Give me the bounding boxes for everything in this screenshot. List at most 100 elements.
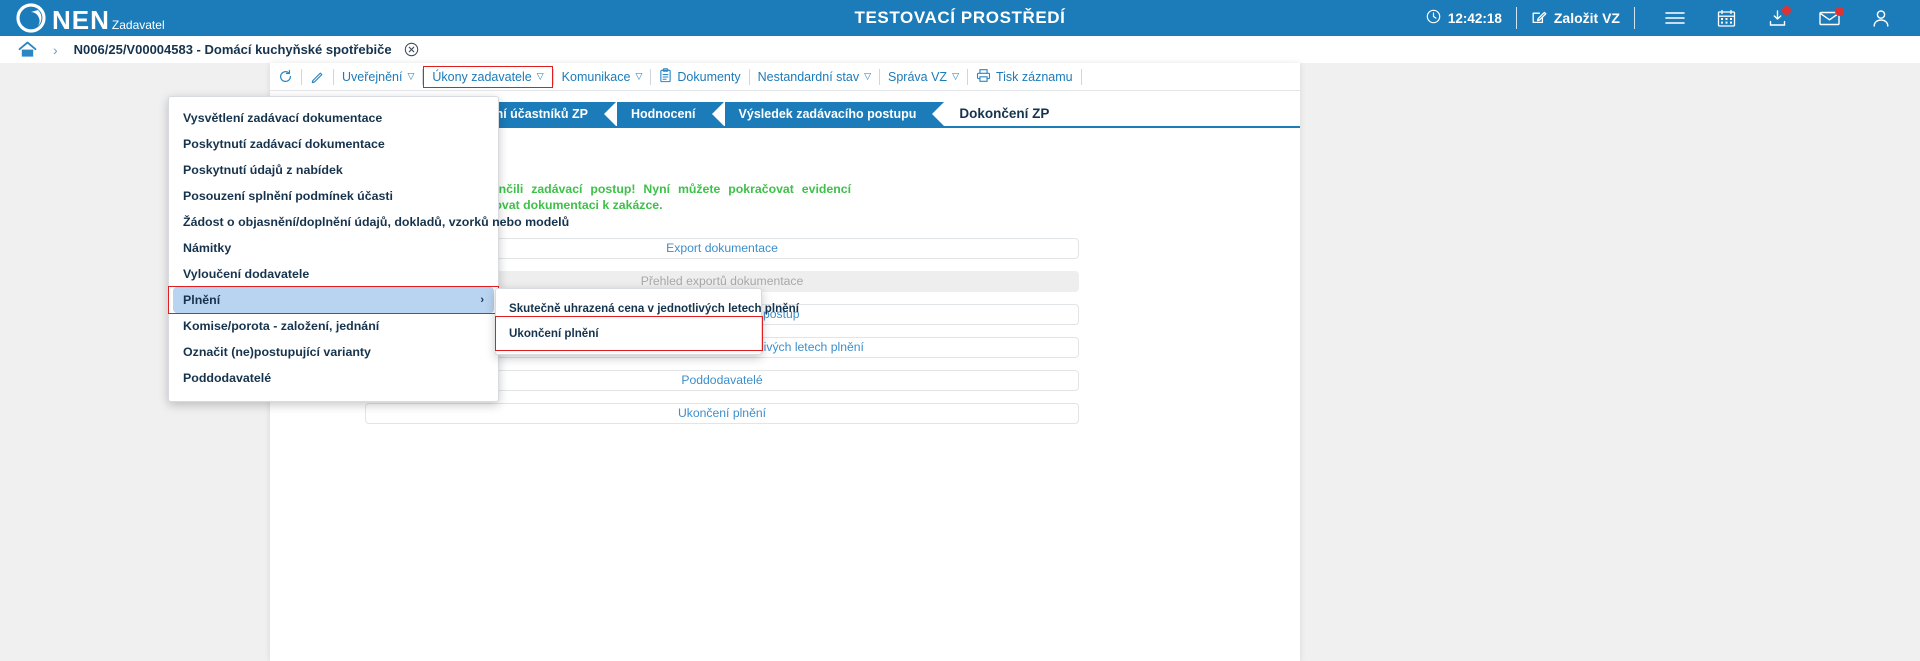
create-vz-button[interactable]: Založit VZ — [1531, 9, 1620, 28]
chevron-down-icon-sprava: ▽ — [952, 71, 959, 81]
chevron-down-icon-komunikace: ▽ — [635, 71, 643, 81]
toolbar-divider-3 — [422, 68, 424, 85]
tab-underline — [292, 126, 1300, 128]
menu-label-8: Komise/porota - založení, jednání — [183, 319, 380, 333]
submenu-item-ukonceni-plneni[interactable]: Ukončení plnění — [496, 321, 761, 346]
tab-vysledek-zadavaciho-postupu[interactable]: Výsledek zadávacího postupu — [724, 102, 945, 126]
create-vz-label: Založit VZ — [1553, 10, 1620, 26]
menu-label-4: Žádost o objasnění/doplnění údajů, dokla… — [183, 215, 570, 229]
menu-label-1: Poskytnutí zadávací dokumentace — [183, 137, 385, 151]
envelope-icon[interactable] — [1819, 7, 1844, 26]
menu-label-6: Vyloučení dodavatele — [183, 267, 310, 281]
toolbar-label-nestandardni: Nestandardní stav — [757, 69, 860, 84]
toolbar-label-ukony: Úkony zadavatele — [432, 69, 532, 84]
toolbar-divider-2 — [333, 68, 334, 85]
breadcrumb-current-item[interactable]: N006/25/V00004583 - Domácí kuchyňské spo… — [73, 42, 392, 57]
menu-label-5: Námitky — [183, 241, 232, 255]
toolbar-item-tisk-zaznamu[interactable]: Tisk záznamu — [968, 65, 1081, 89]
toolbar-divider-7 — [879, 68, 880, 85]
menu-label-10: Poddodavatelé — [183, 371, 272, 385]
hamburger-menu-icon[interactable] — [1665, 10, 1685, 26]
chevron-right-icon: › — [480, 294, 484, 306]
menu-label-0: Vysvětlení zadávací dokumentace — [183, 111, 383, 125]
toolbar-item-nestandardni-stav[interactable]: Nestandardní stav ▽ — [750, 67, 879, 87]
download-inbox-icon[interactable] — [1768, 5, 1791, 28]
menu-item-poskytnuti-zadavaci-dokumentace[interactable]: Poskytnutí zadávací dokumentace — [169, 131, 498, 157]
chevron-down-icon: ▽ — [407, 71, 415, 81]
toolbar-divider-9 — [1080, 68, 1082, 85]
brand-subtitle: Zadavatel — [111, 18, 165, 32]
chevron-down-icon-nestandardni: ▽ — [864, 71, 871, 81]
header-right-group: 12:42:18 Založit VZ — [1426, 5, 1920, 29]
notification-dot — [1782, 5, 1791, 15]
menu-item-oznacit-varianty[interactable]: Označit (ne)postupující varianty — [169, 339, 498, 365]
ukony-zadavatele-dropdown: Vysvětlení zadávací dokumentace Poskytnu… — [168, 96, 569, 402]
toolbar-label-sprava-vz: Správa VZ — [888, 69, 948, 84]
menu-item-poskytnuti-udaju-z-nabidek[interactable]: Poskytnutí údajů z nabídek — [169, 157, 498, 183]
toolbar-item-uverejneni[interactable]: Uveřejnění ▽ — [334, 67, 422, 87]
menu-item-plneni[interactable]: Plnění › — [173, 287, 494, 313]
submenu-label-1: Ukončení plnění — [509, 327, 599, 340]
menu-item-zadost-o-objasneni[interactable]: Žádost o objasnění/doplnění údajů, dokla… — [169, 209, 569, 235]
menu-item-komise-porota[interactable]: Komise/porota - založení, jednání — [169, 313, 498, 339]
breadcrumb-separator: › — [53, 41, 58, 58]
chevron-down-icon-ukony: ▽ — [536, 71, 544, 81]
menu-item-namitky[interactable]: Námitky — [169, 235, 498, 261]
toolbar-divider-1 — [301, 68, 302, 85]
menu-item-poddodavatele[interactable]: Poddodavatelé — [169, 365, 498, 391]
submenu-label-0: Skutečně uhrazená cena v jednotlivých le… — [509, 302, 799, 315]
breadcrumb: › N006/25/V00004583 - Domácí kuchyňské s… — [0, 36, 1920, 64]
toolbar-item-komunikace[interactable]: Komunikace ▽ — [554, 67, 651, 87]
toolbar-item-dokumenty[interactable]: Dokumenty — [651, 65, 748, 89]
nen-logo-icon — [16, 3, 46, 33]
notification-dot-mail — [1835, 7, 1844, 16]
toolbar-divider-8 — [966, 68, 968, 85]
toolbar-label-dokumenty: Dokumenty — [677, 69, 741, 84]
plneni-submenu: Skutečně uhrazená cena v jednotlivých le… — [495, 288, 799, 355]
menu-item-vysvetleni-zadavaci-dokumentace[interactable]: Vysvětlení zadávací dokumentace — [169, 105, 498, 131]
menu-label-2: Poskytnutí údajů z nabídek — [183, 163, 343, 177]
refresh-icon[interactable] — [270, 66, 301, 87]
toolbar-divider-5 — [650, 68, 652, 85]
menu-item-plneni-wrapper: Plnění › — [168, 286, 499, 314]
clock-display: 12:42:18 — [1426, 9, 1502, 27]
toolbar-divider-6 — [748, 68, 750, 85]
clock-time: 12:42:18 — [1447, 10, 1502, 26]
close-circle-icon[interactable] — [404, 42, 419, 57]
document-icon — [659, 67, 672, 86]
menu-item-vylouceni-dodavatele[interactable]: Vyloučení dodavatele — [169, 261, 498, 287]
header-divider-2 — [1634, 7, 1635, 29]
home-icon[interactable] — [18, 41, 37, 58]
toolbar-divider-4 — [552, 68, 554, 85]
tab-hodnoceni[interactable]: Hodnocení — [616, 102, 724, 126]
tab-label-dokonceni: Dokončení ZP — [959, 105, 1050, 121]
pencil-icon[interactable] — [302, 66, 333, 87]
toolbar-item-sprava-vz[interactable]: Správa VZ ▽ — [880, 67, 967, 87]
tab-label-vysledek: Výsledek zadávacího postupu — [738, 107, 917, 121]
calendar-icon[interactable] — [1717, 9, 1736, 28]
brand-logo-group[interactable]: NEN Zadavatel — [0, 3, 165, 33]
toolbar-label-tisk: Tisk záznamu — [995, 69, 1073, 84]
submenu-item-skutecne-uhrazena-cena[interactable]: Skutečně uhrazená cena v jednotlivých le… — [496, 296, 799, 321]
brand-name: NEN — [52, 5, 110, 35]
action-toolbar: Uveřejnění ▽ Úkony zadavatele ▽ Komunika… — [270, 63, 1300, 91]
tab-dokonceni-zp[interactable]: Dokončení ZP — [945, 100, 1078, 126]
ukonceni-plneni-button[interactable]: Ukončení plnění — [365, 403, 1079, 424]
tab-label-hodnoceni: Hodnocení — [630, 107, 696, 121]
toolbar-item-ukony-zadavatele[interactable]: Úkony zadavatele ▽ — [423, 65, 553, 88]
menu-label-9: Označit (ne)postupující varianty — [183, 345, 371, 359]
top-header-bar: NEN Zadavatel TESTOVACÍ PROSTŘEDÍ 12:42:… — [0, 0, 1920, 36]
user-account-icon[interactable] — [1872, 9, 1890, 28]
clock-icon — [1426, 9, 1441, 27]
poddodavatele-button[interactable]: Poddodavatelé — [365, 370, 1079, 391]
printer-icon — [976, 68, 991, 86]
menu-label-7: Plnění — [183, 293, 221, 307]
header-divider — [1515, 7, 1517, 29]
toolbar-label-komunikace: Komunikace — [561, 69, 631, 84]
menu-label-3: Posouzení splnění podmínek účasti — [183, 189, 393, 203]
environment-title: TESTOVACÍ PROSTŘEDÍ — [854, 8, 1066, 27]
edit-square-icon — [1531, 9, 1547, 28]
menu-item-posouzeni-splneni-podminek-ucasti[interactable]: Posouzení splnění podmínek účasti — [169, 183, 498, 209]
toolbar-label-uverejneni: Uveřejnění — [342, 69, 403, 84]
